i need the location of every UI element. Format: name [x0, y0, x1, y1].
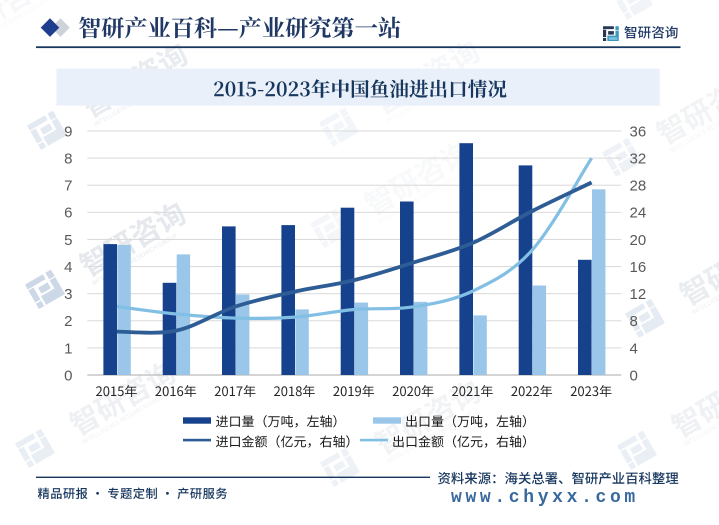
- svg-text:12: 12: [630, 286, 647, 303]
- svg-text:28: 28: [630, 178, 647, 195]
- svg-text:6: 6: [64, 205, 72, 222]
- svg-text:1: 1: [64, 340, 72, 357]
- svg-text:2: 2: [64, 313, 72, 330]
- svg-text:3: 3: [64, 286, 72, 303]
- svg-text:7: 7: [64, 178, 72, 195]
- svg-text:5: 5: [64, 232, 72, 249]
- svg-text:32: 32: [630, 151, 647, 168]
- svg-text:36: 36: [630, 123, 647, 140]
- svg-text:0: 0: [630, 367, 638, 384]
- svg-text:0: 0: [64, 367, 72, 384]
- svg-text:9: 9: [64, 123, 72, 140]
- svg-text:8: 8: [630, 313, 638, 330]
- svg-text:16: 16: [630, 259, 647, 276]
- svg-text:8: 8: [64, 151, 72, 168]
- svg-text:24: 24: [630, 205, 647, 222]
- svg-text:www.chyxx.com: www.chyxx.com: [451, 488, 639, 508]
- svg-text:4: 4: [64, 259, 72, 276]
- svg-text:20: 20: [630, 232, 647, 249]
- svg-text:4: 4: [630, 340, 638, 357]
